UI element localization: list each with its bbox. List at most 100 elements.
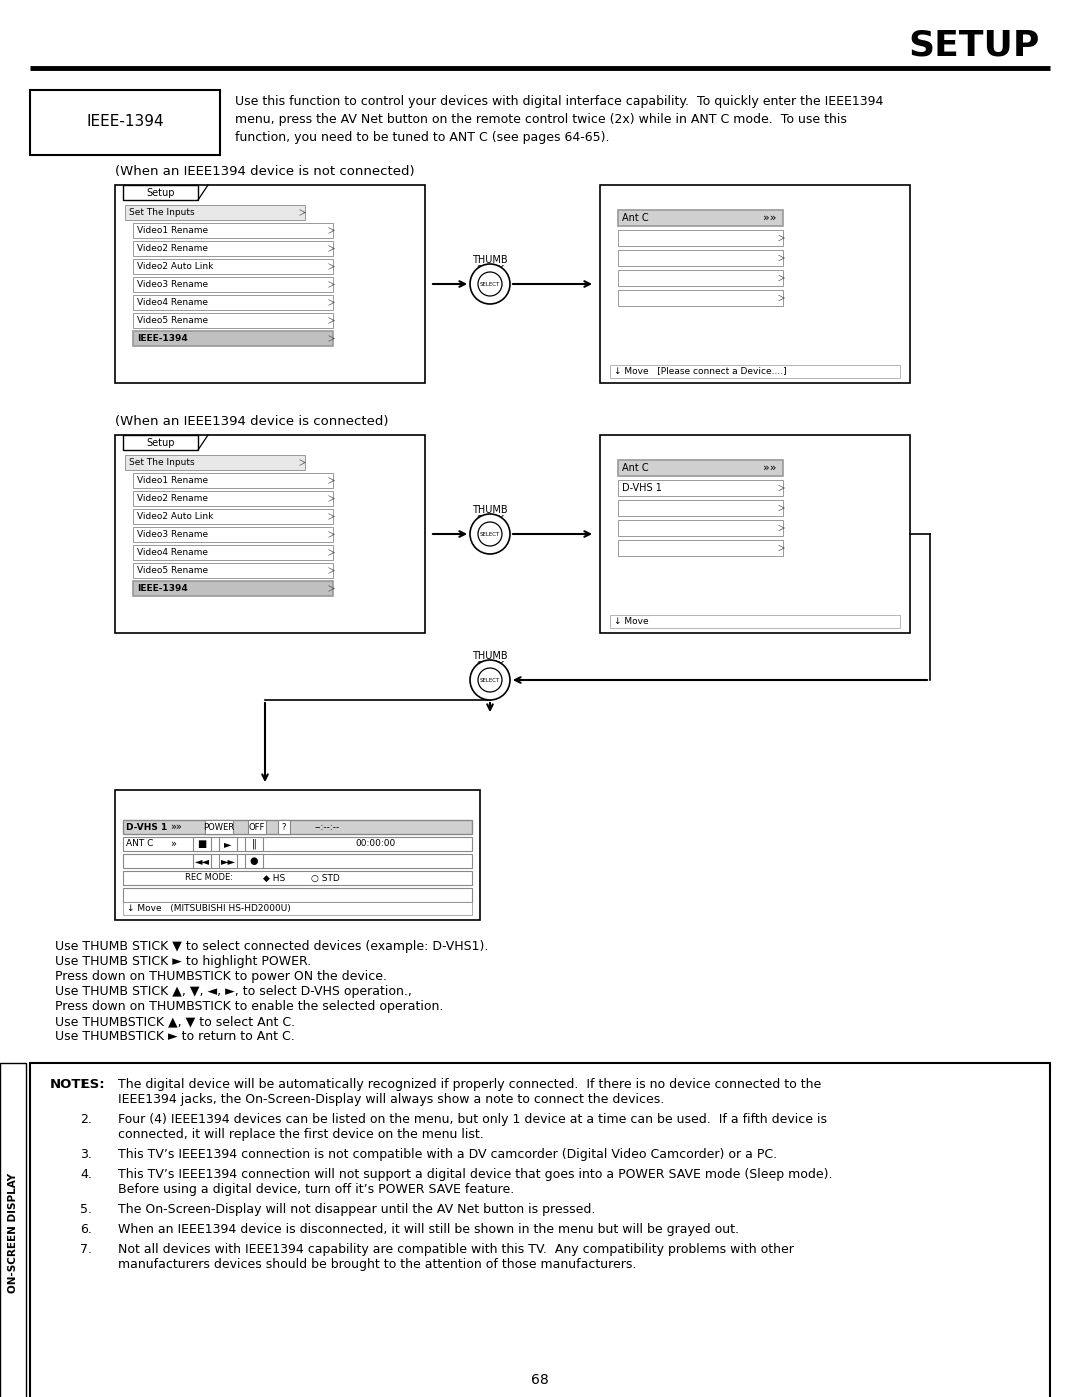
- Text: menu, press the AV Net button on the remote control twice (2x) while in ANT C mo: menu, press the AV Net button on the rem…: [235, 113, 847, 126]
- Bar: [114, 789, 480, 921]
- Bar: [248, 820, 266, 834]
- Text: SELECT: SELECT: [480, 531, 500, 536]
- Bar: [133, 313, 333, 328]
- Bar: [123, 854, 472, 868]
- Text: connected, it will replace the first device on the menu list.: connected, it will replace the first dev…: [118, 1127, 484, 1141]
- Bar: [123, 837, 472, 851]
- Text: OFF: OFF: [248, 823, 266, 831]
- Text: Use THUMBSTICK ► to return to Ant C.: Use THUMBSTICK ► to return to Ant C.: [55, 1030, 295, 1044]
- Text: SETUP: SETUP: [908, 28, 1040, 61]
- Text: 3.: 3.: [80, 1148, 92, 1161]
- Text: ◄◄: ◄◄: [194, 856, 210, 866]
- Bar: [123, 184, 198, 200]
- Text: 68: 68: [531, 1373, 549, 1387]
- Text: Use THUMB STICK ► to highlight POWER.: Use THUMB STICK ► to highlight POWER.: [55, 956, 311, 968]
- Text: (When an IEEE1394 device is connected): (When an IEEE1394 device is connected): [114, 415, 389, 427]
- Bar: [245, 854, 264, 868]
- Text: SELECT: SELECT: [480, 282, 500, 286]
- Bar: [600, 434, 910, 633]
- Text: Use this function to control your devices with digital interface capability.  To: Use this function to control your device…: [235, 95, 883, 108]
- Text: Ant C: Ant C: [622, 462, 649, 474]
- Bar: [133, 545, 333, 560]
- Text: ●: ●: [249, 856, 258, 866]
- Text: IEEE1394 jacks, the On-Screen-Display will always show a note to connect the dev: IEEE1394 jacks, the On-Screen-Display wi…: [118, 1092, 664, 1106]
- Text: Not all devices with IEEE1394 capability are compatible with this TV.  Any compa: Not all devices with IEEE1394 capability…: [118, 1243, 794, 1256]
- Text: 5.: 5.: [80, 1203, 92, 1215]
- Bar: [30, 89, 220, 155]
- Bar: [133, 474, 333, 488]
- Text: ○ STD: ○ STD: [311, 873, 340, 883]
- Bar: [133, 242, 333, 256]
- Text: REC MODE:: REC MODE:: [185, 873, 233, 883]
- Text: STICK: STICK: [476, 661, 504, 671]
- Text: 1.: 1.: [80, 1078, 92, 1091]
- Bar: [618, 481, 783, 496]
- Text: »»: »»: [762, 462, 777, 474]
- Text: Video1 Rename: Video1 Rename: [137, 226, 208, 235]
- Bar: [123, 434, 198, 450]
- Bar: [245, 837, 264, 851]
- Text: (When an IEEE1394 device is not connected): (When an IEEE1394 device is not connecte…: [114, 165, 415, 177]
- Bar: [219, 837, 237, 851]
- Text: NOTES:: NOTES:: [50, 1078, 106, 1091]
- Text: Video2 Rename: Video2 Rename: [137, 244, 208, 253]
- Text: Video4 Rename: Video4 Rename: [137, 548, 208, 557]
- Text: manufacturers devices should be brought to the attention of those manufacturers.: manufacturers devices should be brought …: [118, 1259, 636, 1271]
- Bar: [618, 520, 783, 536]
- Text: Video5 Rename: Video5 Rename: [137, 566, 208, 576]
- Text: »: »: [170, 840, 176, 849]
- Text: Video2 Auto Link: Video2 Auto Link: [137, 263, 214, 271]
- Bar: [610, 365, 900, 379]
- Bar: [133, 258, 333, 274]
- Text: Use THUMB STICK ▼ to select connected devices (example: D-VHS1).: Use THUMB STICK ▼ to select connected de…: [55, 940, 488, 953]
- Text: 4.: 4.: [80, 1168, 92, 1180]
- Text: STICK: STICK: [476, 265, 504, 275]
- Bar: [278, 820, 291, 834]
- Text: SELECT: SELECT: [480, 678, 500, 683]
- Bar: [618, 250, 783, 265]
- Text: Set The Inputs: Set The Inputs: [129, 458, 194, 467]
- Bar: [618, 270, 783, 286]
- Bar: [133, 295, 333, 310]
- Text: Setup: Setup: [146, 187, 175, 197]
- Text: IEEE-1394: IEEE-1394: [137, 584, 188, 592]
- Bar: [133, 490, 333, 506]
- Text: Ant C: Ant C: [622, 212, 649, 224]
- Text: Video3 Rename: Video3 Rename: [137, 279, 208, 289]
- Bar: [133, 527, 333, 542]
- Circle shape: [470, 659, 510, 700]
- Bar: [123, 888, 472, 902]
- Text: »»: »»: [170, 821, 181, 833]
- Bar: [125, 205, 305, 219]
- Bar: [114, 184, 426, 383]
- Text: Press down on THUMBSTICK to power ON the device.: Press down on THUMBSTICK to power ON the…: [55, 970, 387, 983]
- Bar: [123, 820, 472, 834]
- Text: Use THUMB STICK ▲, ▼, ◄, ►, to select D-VHS operation.,: Use THUMB STICK ▲, ▼, ◄, ►, to select D-…: [55, 985, 411, 997]
- Text: 00:00:00: 00:00:00: [355, 840, 395, 848]
- Text: This TV’s IEEE1394 connection is not compatible with a DV camcorder (Digital Vid: This TV’s IEEE1394 connection is not com…: [118, 1148, 778, 1161]
- Circle shape: [470, 264, 510, 305]
- Bar: [133, 277, 333, 292]
- Text: This TV’s IEEE1394 connection will not support a digital device that goes into a: This TV’s IEEE1394 connection will not s…: [118, 1168, 833, 1180]
- Text: The On-Screen-Display will not disappear until the AV Net button is pressed.: The On-Screen-Display will not disappear…: [118, 1203, 595, 1215]
- Bar: [618, 210, 783, 226]
- Text: When an IEEE1394 device is disconnected, it will still be shown in the menu but : When an IEEE1394 device is disconnected,…: [118, 1222, 739, 1236]
- Text: D-VHS 1: D-VHS 1: [622, 483, 662, 493]
- Text: D-VHS 1: D-VHS 1: [126, 823, 167, 831]
- Bar: [193, 837, 211, 851]
- Bar: [618, 500, 783, 515]
- Text: ■: ■: [198, 840, 206, 849]
- Text: Video3 Rename: Video3 Rename: [137, 529, 208, 539]
- Bar: [610, 615, 900, 629]
- Bar: [125, 455, 305, 469]
- Text: Four (4) IEEE1394 devices can be listed on the menu, but only 1 device at a time: Four (4) IEEE1394 devices can be listed …: [118, 1113, 827, 1126]
- Bar: [205, 820, 233, 834]
- Text: 6.: 6.: [80, 1222, 92, 1236]
- Bar: [133, 581, 333, 597]
- Text: 7.: 7.: [80, 1243, 92, 1256]
- Bar: [133, 509, 333, 524]
- Text: ↓ Move   [Please connect a Device....]: ↓ Move [Please connect a Device....]: [615, 366, 786, 376]
- Text: THUMB: THUMB: [472, 504, 508, 515]
- Text: ?: ?: [282, 823, 286, 831]
- Text: 2.: 2.: [80, 1113, 92, 1126]
